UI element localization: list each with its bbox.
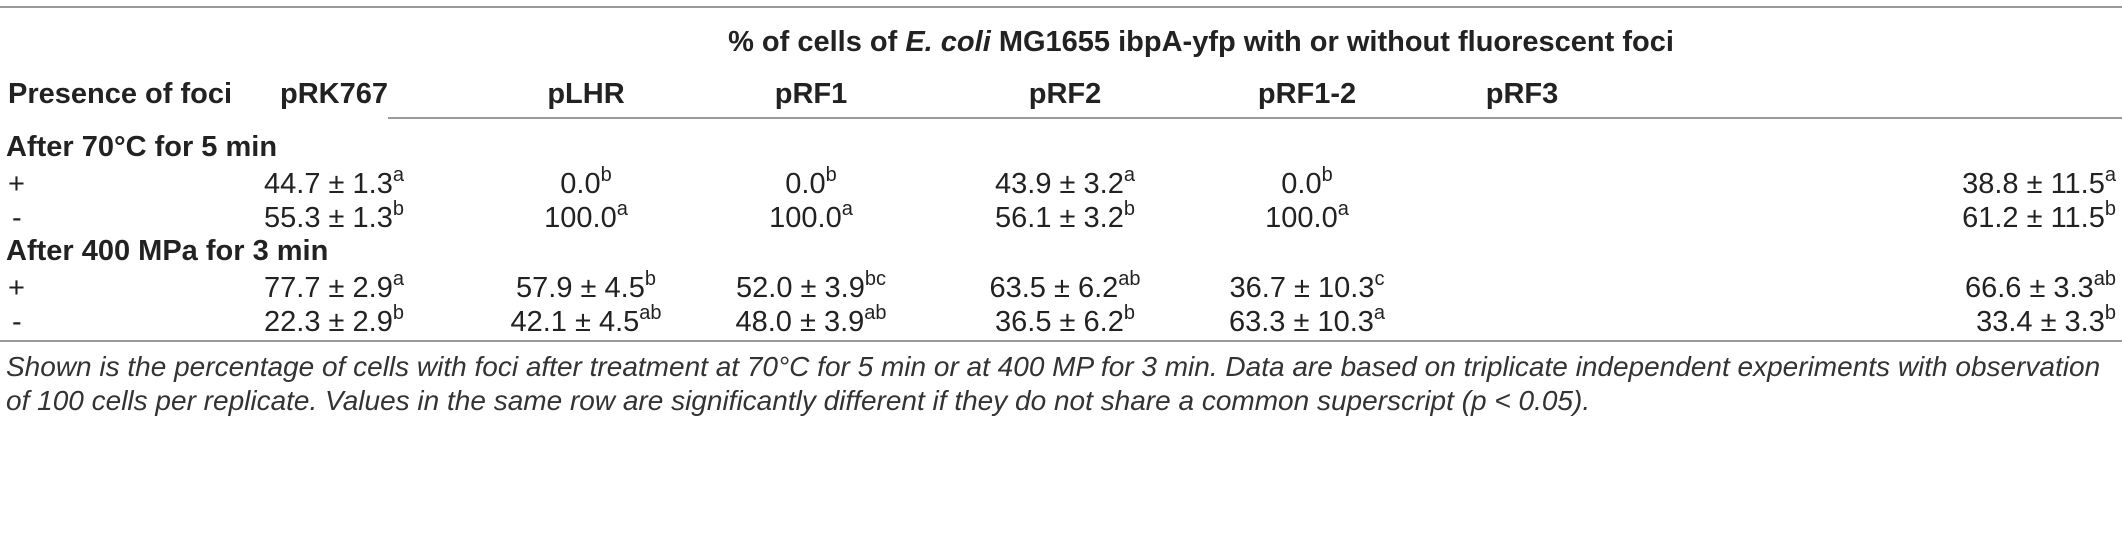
row-header-label: Presence of foci [8,78,233,110]
table-cell: 22.3 ± 2.9b [264,302,404,338]
column-header-pRF3: pRF3 [1485,78,1559,110]
table-cell: 38.8 ± 11.5a [1962,164,2116,200]
table-cell: 36.5 ± 6.2b [995,302,1135,338]
column-header-pRF1-2: pRF1-2 [1257,78,1357,110]
section-title-heat: After 70°C for 5 min [6,131,278,163]
table-cell: 44.7 ± 1.3a [264,164,404,200]
table-cell: 56.1 ± 3.2b [995,198,1135,234]
table-cell: 0.0b [560,164,612,200]
spanner-rule [388,117,2122,119]
column-header-pRF1: pRF1 [774,78,848,110]
table-cell: 63.5 ± 6.2ab [989,268,1141,304]
table-top-rule [0,6,2122,8]
table-cell: 0.0b [1281,164,1333,200]
column-header-pLHR: pLHR [547,78,625,110]
row-label-heat-plus: + [8,168,25,200]
row-label-heat-minus: - [12,202,22,234]
table-cell: 33.4 ± 3.3b [1976,302,2116,338]
section-title-pressure: After 400 MPa for 3 min [6,235,329,267]
table-cell: 0.0b [785,164,837,200]
row-label-pressure-minus: - [12,306,22,338]
spanner-prefix: % of cells of [728,26,906,58]
spanner-suffix: MG1655 ibpA-yfp with or without fluoresc… [990,26,1674,58]
table-footnote: Shown is the percentage of cells with fo… [6,351,2101,416]
table-cell: 48.0 ± 3.9ab [735,302,887,338]
table-cell: 52.0 ± 3.9bc [736,268,886,304]
column-header-pRK767: pRK767 [280,78,388,110]
table-cell: 66.6 ± 3.3ab [1964,268,2116,304]
row-label-pressure-plus: + [8,272,25,304]
table-cell: 63.3 ± 10.3a [1228,302,1386,338]
table-cell: 100.0a [1265,198,1349,234]
table-cell: 42.1 ± 4.5ab [510,302,662,338]
table-cell: 55.3 ± 1.3b [264,198,404,234]
column-spanner-heading: % of cells of E. coli MG1655 ibpA-yfp wi… [0,26,2122,59]
table-cell: 43.9 ± 3.2a [995,164,1135,200]
table-cell: 36.7 ± 10.3c [1229,268,1385,304]
table-bottom-rule [0,340,2122,342]
table-cell: 100.0a [769,198,853,234]
table-cell: 100.0a [544,198,628,234]
spanner-species: E. coli [905,26,991,58]
table-cell: 57.9 ± 4.5b [516,268,656,304]
column-header-pRF2: pRF2 [1028,78,1102,110]
table-cell: 77.7 ± 2.9a [264,268,404,304]
table-cell: 61.2 ± 11.5b [1962,198,2116,234]
